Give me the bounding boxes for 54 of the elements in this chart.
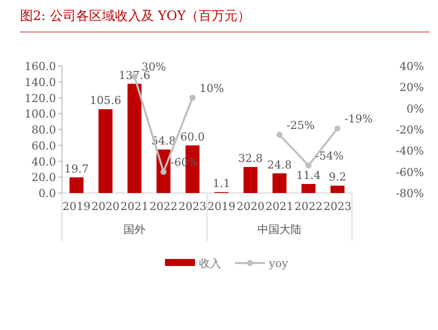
y-tick-label: 80.0 [32,124,56,136]
data-label: -19% [344,112,373,126]
bar [98,109,112,193]
data-label: 9.2 [328,170,346,184]
data-label: -25% [286,118,315,132]
text: 国外 [124,223,146,236]
point [190,94,196,101]
y2-tick-label: 20% [400,81,424,94]
y-tick-label: 120.0 [24,92,56,105]
data-label: 19.7 [64,162,89,176]
y2-tick-label: 0% [406,102,424,116]
y-tick-label: 0.0 [38,187,56,200]
y2-tick-label: -20% [396,124,424,136]
y2-tick-label: 40% [400,60,424,73]
x-tick-label: 2023 [178,200,206,213]
data-label: 10% [200,82,224,95]
y2-tick-label: -40% [396,144,424,158]
x-tick-label: 2021 [266,200,294,213]
x-tick-label: 2023 [324,200,352,213]
bar [302,184,316,193]
x-tick-label: 2019 [208,200,236,213]
legend-label: 收入 [199,257,221,270]
x-tick-label: 2022 [150,200,178,213]
text: 中国大陆 [258,223,302,236]
x-tick-label: 2022 [294,200,322,213]
x-tick-label: 2020 [236,200,264,213]
y2-tick-label: -60% [396,166,424,179]
point [306,162,312,168]
bar [330,186,344,193]
data-label: 60.0 [180,130,205,144]
legend-label: yoy [268,257,289,270]
bar [128,84,142,193]
data-label: 105.6 [90,94,122,108]
point [276,132,282,138]
bar [244,166,258,193]
x-tick-label: 2021 [120,200,148,213]
point [334,125,340,132]
data-label: 1.1 [212,177,230,190]
y-tick-label: 140.0 [24,76,56,89]
chart-title: 图2: 公司各区域收入及 YOY（百万元） [20,9,251,24]
data-label: 32.8 [238,152,263,165]
y-tick-label: 40.0 [32,155,56,168]
x-tick-label: 2019 [62,200,90,213]
bar [272,173,286,193]
y-tick-label: 60.0 [32,139,56,152]
y2-tick-label: -80% [396,187,424,200]
data-label: 11.4 [296,168,321,182]
y-tick-label: 160.0 [24,60,56,73]
x-tick-label: 2020 [92,200,120,213]
data-label: 24.8 [267,158,292,172]
y-tick-label: 20.0 [32,171,56,184]
data-label: -54% [316,149,344,162]
y-tick-label: 100.0 [24,108,56,121]
bar [70,177,84,193]
